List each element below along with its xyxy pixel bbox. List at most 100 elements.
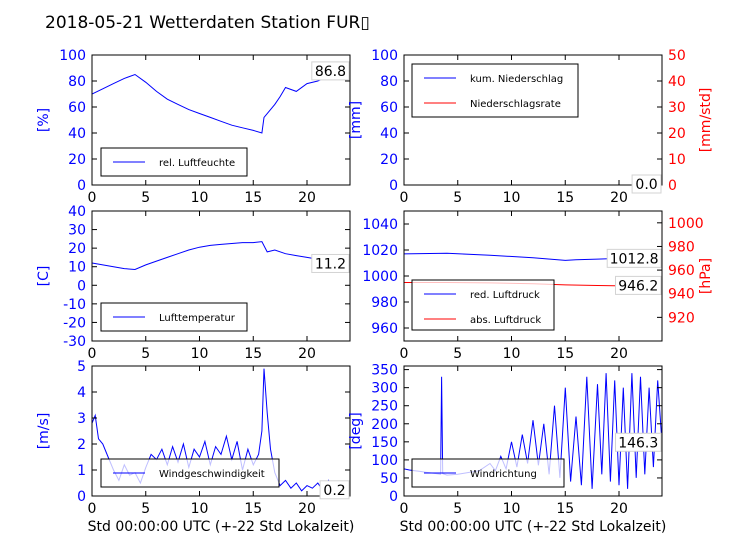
y-tick-label: 80 — [68, 74, 86, 90]
y-axis-label: [mm] — [348, 101, 364, 139]
series-line-1 — [404, 373, 662, 489]
legend-box — [411, 279, 555, 331]
legend: Lufttemperatur — [100, 302, 248, 332]
series-line-1 — [92, 71, 348, 134]
x-tick-label: 0 — [400, 501, 409, 517]
x-tick-label: 15 — [244, 190, 262, 206]
x-tick-label: 5 — [141, 346, 150, 362]
y-tick-label: 80 — [380, 74, 398, 90]
x-tick-label: 15 — [244, 501, 262, 517]
y-tick-label: -10 — [63, 297, 86, 313]
legend-entry: rel. Luftfeuchte — [159, 158, 235, 169]
plot-frame — [403, 365, 663, 497]
chart-panel-3: 0 5 10 15 20 -30 -20 -10 0 10 20 30 40 [C] 11.2 Lufttem… — [36, 204, 351, 362]
y-tick-label: 1040 — [362, 217, 398, 233]
y-tick-label: 5 — [77, 359, 86, 375]
x-tick-label: 10 — [191, 190, 209, 206]
x-tick-label: 5 — [141, 190, 150, 206]
y-right-tick-label: 40 — [668, 74, 686, 90]
legend-entry: abs. Luftdruck — [470, 315, 541, 326]
y-tick-label: 40 — [68, 126, 86, 142]
y-axis-label: [C] — [36, 266, 52, 287]
x-tick-label: 5 — [453, 501, 462, 517]
last-value-label-box — [319, 480, 350, 500]
x-tick-label: 10 — [191, 346, 209, 362]
y-right-tick-label: 940 — [668, 287, 695, 303]
y-tick-label: 100 — [371, 48, 398, 64]
x-tick-label: 20 — [298, 346, 316, 362]
x-tick-label: 10 — [503, 190, 521, 206]
legend: Windrichtung — [411, 458, 565, 488]
x-tick-label: 0 — [400, 190, 409, 206]
y-tick-label: 3 — [77, 411, 86, 427]
plot-frame — [91, 365, 351, 497]
x-tick-label: 0 — [88, 346, 97, 362]
x-tick-label: 20 — [610, 501, 628, 517]
x-tick-label: 20 — [298, 190, 316, 206]
x-tick-label: 0 — [88, 501, 97, 517]
x-tick-label: 20 — [610, 190, 628, 206]
y-tick-label: 2 — [77, 437, 86, 453]
x-tick-label: 10 — [191, 501, 209, 517]
y-tick-label: 0 — [389, 178, 398, 194]
legend-box — [411, 63, 579, 118]
y-tick-label: 60 — [68, 100, 86, 116]
y-right-tick-label: 1000 — [668, 216, 704, 232]
y-tick-label: 300 — [371, 381, 398, 397]
x-tick-label: 15 — [556, 346, 574, 362]
y-right-tick-label: 50 — [668, 48, 686, 64]
y-tick-label: 60 — [380, 100, 398, 116]
x-axis-label: Std 00:00:00 UTC (+-22 Std Lokalzeit) — [88, 519, 355, 535]
y-right-tick-label: 920 — [668, 310, 695, 326]
y-tick-label: 0 — [77, 489, 86, 505]
y-tick-label: 50 — [380, 471, 398, 487]
y-tick-label: 100 — [59, 48, 86, 64]
x-tick-label: 0 — [400, 346, 409, 362]
last-value-label: 0.2 — [323, 483, 345, 499]
y-axis-label: [m/s] — [36, 413, 52, 450]
y-tick-label: 960 — [371, 321, 398, 337]
y-right-axis-label: [hPa] — [698, 258, 714, 294]
x-tick-label: 15 — [556, 501, 574, 517]
x-tick-label: 10 — [503, 501, 521, 517]
plot-frame — [403, 54, 663, 186]
y-tick-label: 1 — [77, 463, 86, 479]
chart-panel-5: 0 5 10 15 20 0 1 2 3 4 5 [m/s] Std 00:00:00 UTC (+-2… — [36, 359, 354, 535]
y-tick-label: 100 — [371, 453, 398, 469]
y-right-tick-label: 0 — [668, 178, 677, 194]
y-tick-label: 10 — [68, 260, 86, 276]
x-tick-label: 0 — [88, 190, 97, 206]
legend-entry: Windgeschwindigkeit — [159, 469, 265, 480]
x-tick-label: 5 — [453, 346, 462, 362]
y-right-tick-label: 10 — [668, 152, 686, 168]
y-right-tick-label: 20 — [668, 126, 686, 142]
legend: kum. Niederschlag Niederschlagsrate — [411, 63, 579, 118]
series-line-1 — [92, 241, 348, 271]
y-right-tick-label: 980 — [668, 239, 695, 255]
chart-panel-1: 0 5 10 15 20 0 20 40 60 80 100 [%] 86.8 rel. Luftfeuc… — [36, 48, 351, 206]
y-axis-label: [%] — [36, 108, 52, 132]
last-value-label: 1012.8 — [610, 251, 659, 267]
y-right-tick-label: 960 — [668, 263, 695, 279]
x-tick-label: 5 — [141, 501, 150, 517]
y-tick-label: 150 — [371, 435, 398, 451]
x-tick-label: 15 — [556, 190, 574, 206]
legend-entry: kum. Niederschlag — [470, 74, 563, 85]
y-tick-label: 30 — [68, 223, 86, 239]
y-tick-label: 350 — [371, 363, 398, 379]
x-axis-label: Std 00:00:00 UTC (+-22 Std Lokalzeit) — [400, 519, 667, 535]
y-tick-label: 0 — [77, 278, 86, 294]
legend: red. Luftdruck abs. Luftdruck — [411, 279, 555, 331]
y-tick-label: 1020 — [362, 243, 398, 259]
y-tick-label: -30 — [63, 334, 86, 350]
y-axis-label: [deg] — [348, 412, 364, 449]
legend: rel. Luftfeuchte — [100, 147, 248, 177]
last-value-label-box — [615, 432, 662, 452]
last-value-label-box — [606, 248, 662, 268]
last-value-label: 86.8 — [315, 64, 346, 80]
legend: Windgeschwindigkeit — [100, 458, 280, 488]
y-tick-label: 0 — [77, 178, 86, 194]
